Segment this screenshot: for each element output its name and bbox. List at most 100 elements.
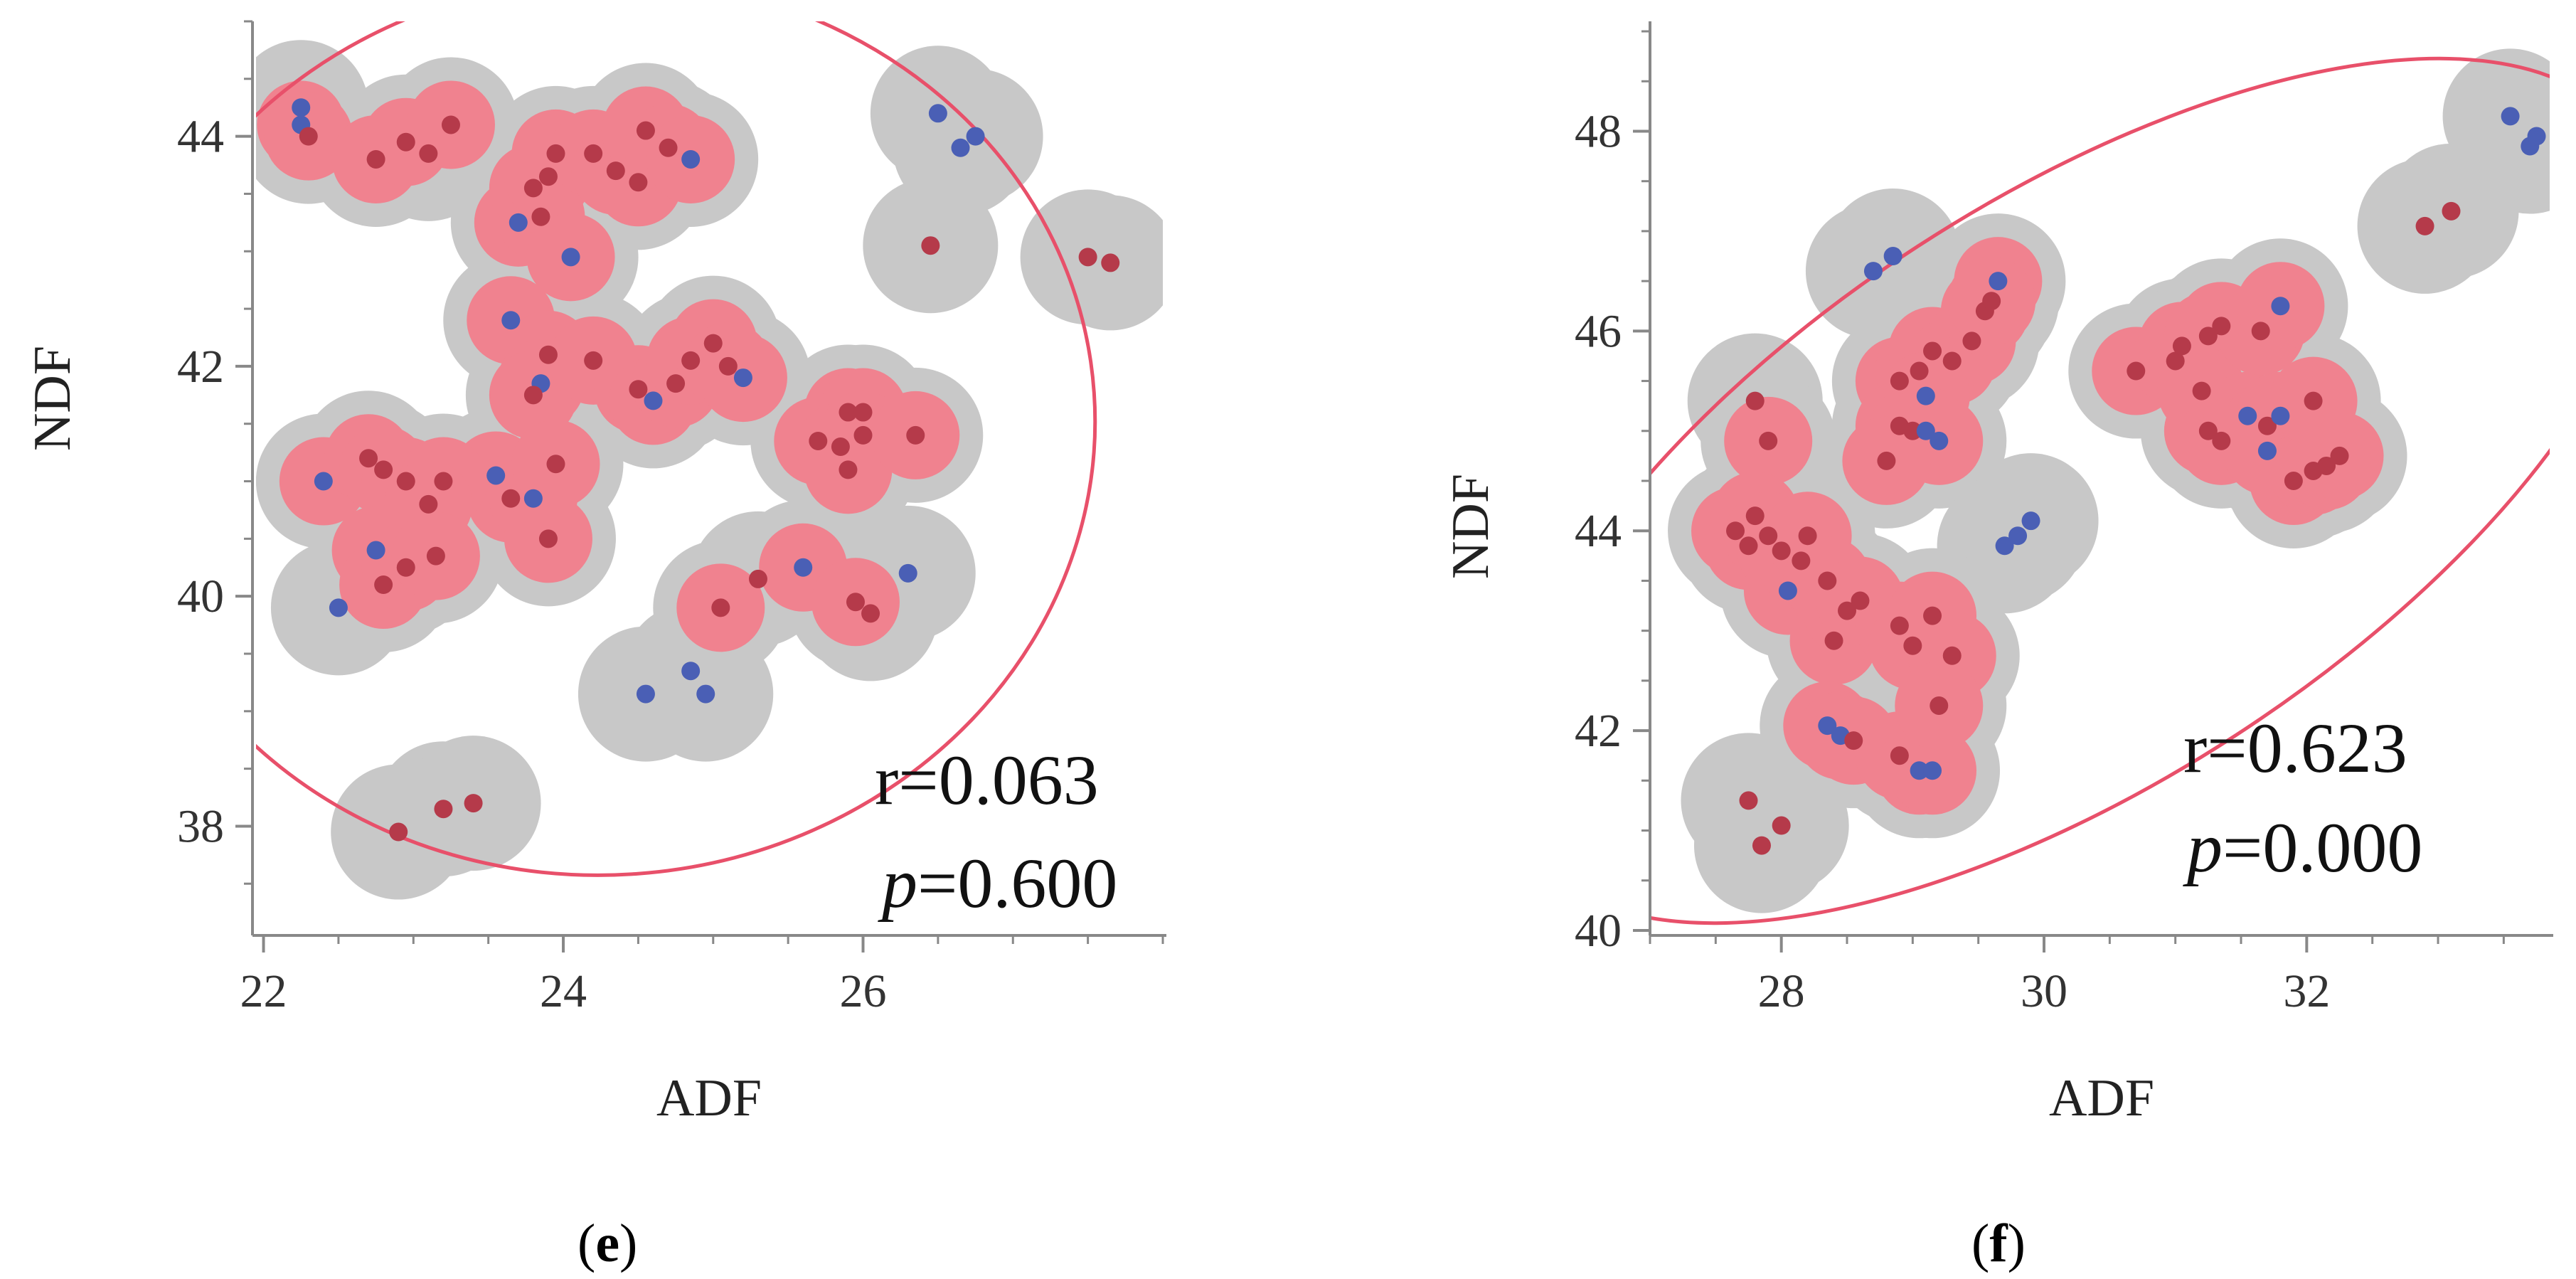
data-point bbox=[396, 132, 415, 152]
data-point bbox=[1923, 606, 1942, 625]
data-point bbox=[1923, 761, 1942, 780]
correlation-p: p=0.000 bbox=[2183, 808, 2422, 887]
data-point bbox=[299, 127, 318, 146]
data-point bbox=[644, 391, 663, 410]
data-point bbox=[314, 472, 333, 491]
data-point bbox=[2127, 361, 2146, 381]
data-point bbox=[434, 800, 453, 819]
data-point bbox=[2008, 526, 2028, 546]
data-point bbox=[584, 144, 603, 163]
data-point bbox=[538, 345, 558, 364]
data-point bbox=[561, 248, 580, 267]
data-point bbox=[1745, 506, 1765, 526]
data-point bbox=[794, 558, 813, 577]
data-point bbox=[419, 494, 438, 514]
x-axis-title: ADF bbox=[656, 1069, 762, 1127]
data-point bbox=[2304, 391, 2323, 410]
data-point bbox=[1910, 361, 1929, 381]
data-point bbox=[1772, 541, 1791, 561]
y-tick-label: 40 bbox=[1575, 905, 1622, 957]
y-tick-label: 40 bbox=[177, 570, 224, 622]
data-point bbox=[1778, 581, 1797, 600]
scatter-plot-e: 22 24 26 38 40 42 44 ADF NDF r=0.063 p=0.600 bbox=[23, 20, 1166, 1127]
data-point bbox=[1930, 431, 1949, 450]
data-point bbox=[1792, 551, 1811, 570]
data-point bbox=[501, 311, 521, 330]
data-point bbox=[846, 593, 865, 612]
data-point bbox=[2330, 446, 2349, 465]
data-point bbox=[2271, 297, 2290, 316]
data-point bbox=[681, 662, 701, 681]
data-point bbox=[1942, 351, 1962, 371]
data-point bbox=[434, 472, 453, 491]
data-point bbox=[1772, 816, 1791, 835]
x-tick-label: 22 bbox=[240, 965, 287, 1017]
data-point bbox=[2527, 127, 2546, 146]
data-point bbox=[1883, 247, 1902, 266]
data-point bbox=[703, 334, 723, 353]
data-point bbox=[359, 449, 378, 468]
data-point bbox=[419, 144, 438, 163]
correlation-p: p=0.600 bbox=[878, 844, 1117, 923]
data-point bbox=[538, 529, 558, 548]
data-point bbox=[2415, 216, 2434, 235]
y-axis-title: NDF bbox=[1442, 474, 1500, 579]
data-point bbox=[898, 563, 917, 583]
data-point bbox=[1916, 421, 1935, 440]
data-point bbox=[748, 569, 767, 588]
data-point bbox=[696, 684, 715, 704]
data-point bbox=[2284, 472, 2303, 491]
data-point bbox=[853, 403, 873, 422]
data-point bbox=[1995, 536, 2014, 556]
data-point bbox=[1759, 526, 1778, 546]
data-point bbox=[1982, 292, 2001, 311]
data-point bbox=[1877, 451, 1896, 470]
data-point bbox=[523, 386, 543, 405]
data-point bbox=[1910, 761, 1929, 780]
data-point bbox=[629, 173, 648, 192]
x-tick-label: 26 bbox=[840, 965, 887, 1017]
data-point bbox=[2021, 511, 2040, 531]
data-point bbox=[1903, 636, 1922, 655]
data-point bbox=[906, 425, 925, 445]
data-point bbox=[681, 351, 701, 370]
data-point bbox=[2198, 421, 2218, 440]
data-point bbox=[509, 213, 528, 232]
data-point bbox=[1739, 791, 1758, 810]
correlation-r: r=0.623 bbox=[2183, 709, 2407, 787]
x-tick-label: 32 bbox=[2283, 965, 2330, 1017]
y-tick-label: 42 bbox=[1575, 705, 1622, 757]
data-point bbox=[1798, 526, 1817, 546]
scatter-plot-f: 28 30 32 40 42 44 46 48 ADF NDF r=0.623 p=0.000 bbox=[1442, 21, 2553, 1127]
y-tick-label: 48 bbox=[1575, 105, 1622, 157]
confidence-ellipse bbox=[1650, 56, 2550, 925]
data-point bbox=[853, 425, 873, 445]
data-point bbox=[2198, 327, 2218, 346]
data-point bbox=[486, 466, 506, 485]
data-point bbox=[2172, 336, 2191, 356]
data-point bbox=[2166, 351, 2185, 371]
data-point bbox=[292, 98, 311, 117]
data-point bbox=[1739, 536, 1758, 556]
data-point bbox=[374, 460, 393, 479]
panel-caption-e: (e) bbox=[578, 1214, 638, 1273]
data-point bbox=[2238, 406, 2257, 425]
axis-ticks: 22 24 26 38 40 42 44 bbox=[177, 20, 1164, 1017]
data-point bbox=[2212, 317, 2231, 336]
data-point bbox=[1890, 371, 1909, 391]
data-point bbox=[1838, 601, 1857, 620]
density-outer-region bbox=[1668, 48, 2550, 913]
data-point bbox=[2257, 441, 2277, 460]
data-point bbox=[629, 380, 648, 399]
density-regions bbox=[1668, 48, 2550, 913]
data-point bbox=[501, 489, 521, 508]
y-tick-label: 42 bbox=[177, 341, 224, 393]
data-point bbox=[546, 455, 565, 474]
data-point bbox=[831, 437, 850, 457]
data-point bbox=[636, 121, 655, 140]
data-point bbox=[2257, 416, 2277, 435]
data-point bbox=[464, 794, 483, 813]
y-tick-label: 44 bbox=[177, 111, 224, 163]
data-point bbox=[1726, 521, 1745, 541]
data-point bbox=[636, 684, 655, 704]
